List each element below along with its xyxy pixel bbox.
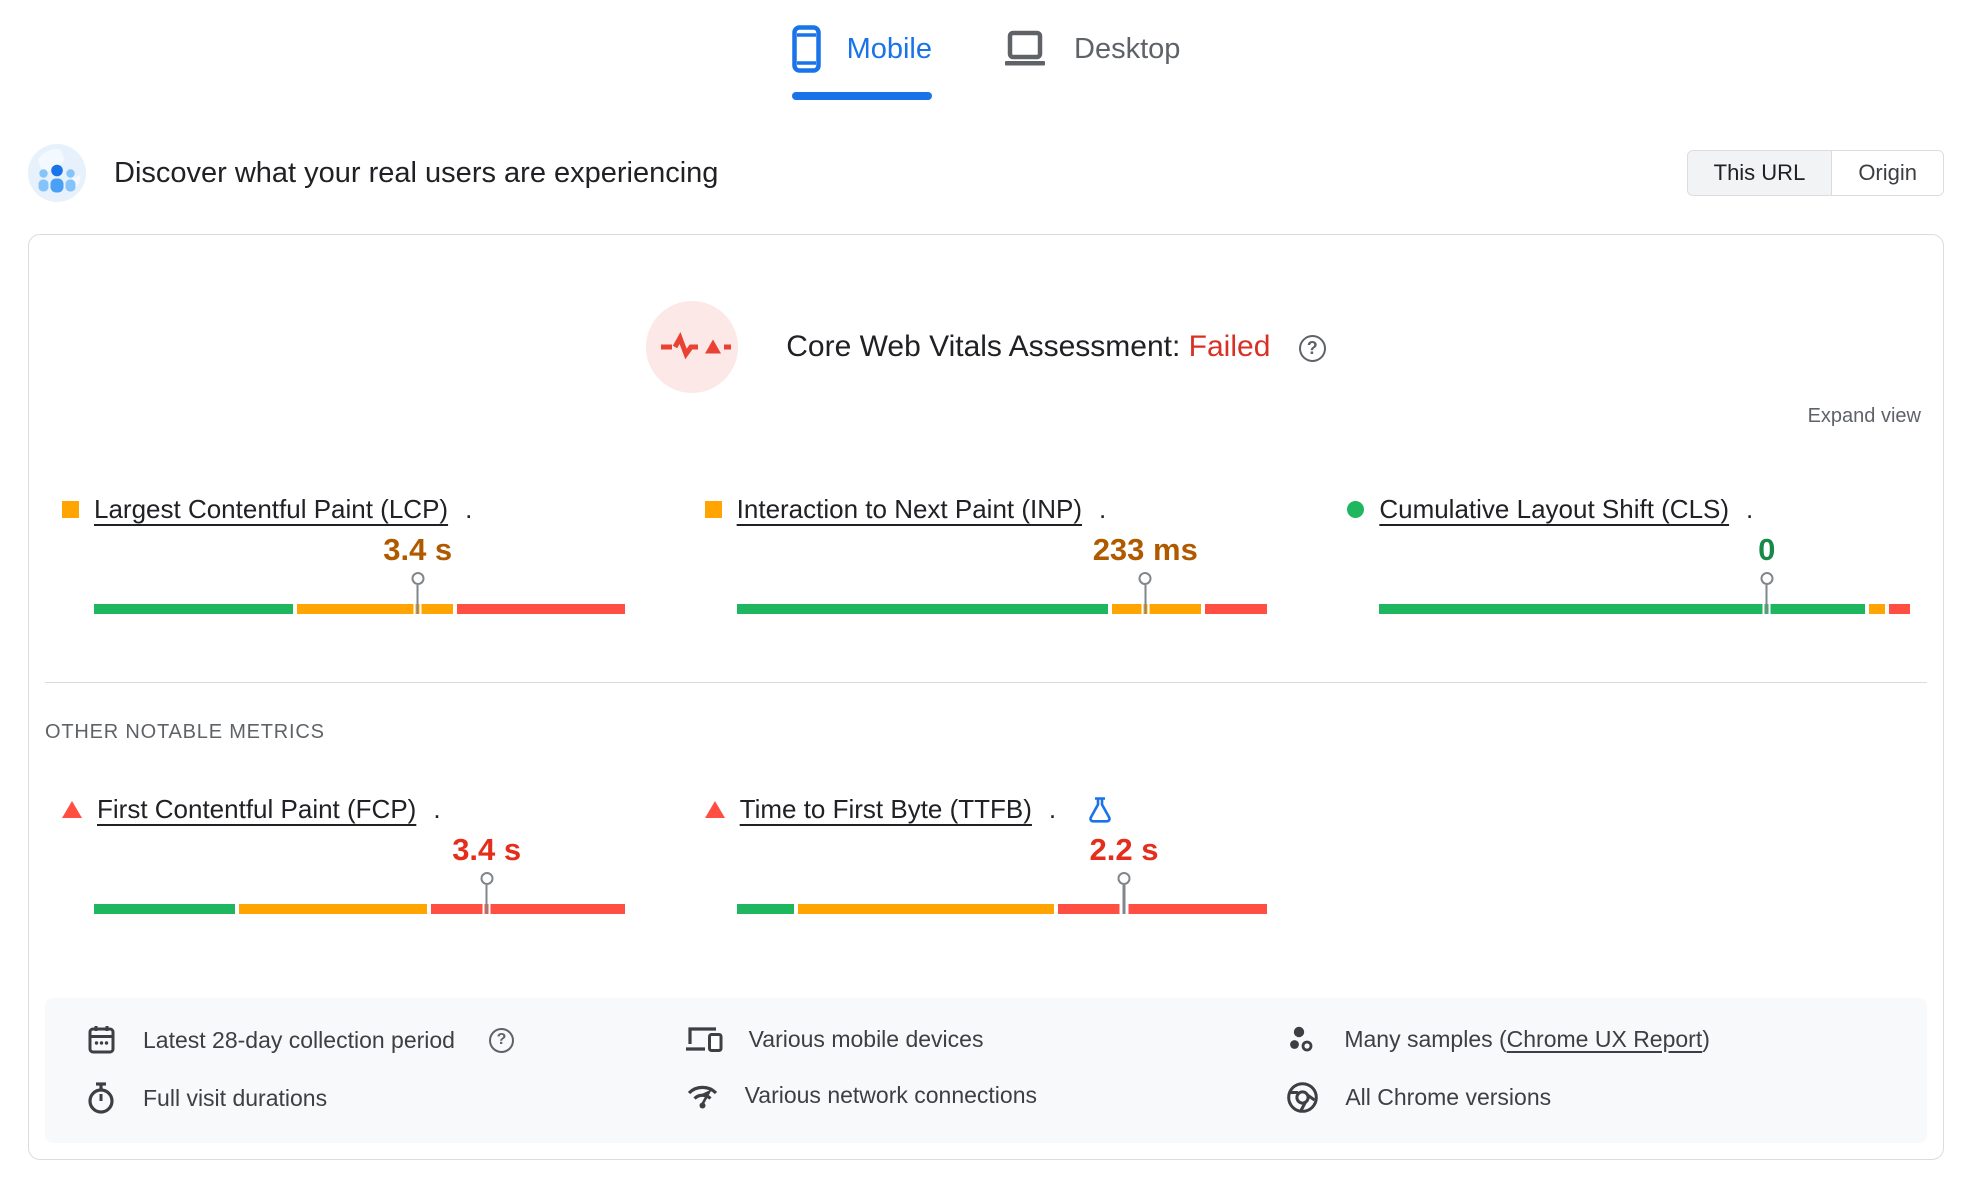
- calendar-icon: [85, 1024, 117, 1056]
- distribution-segment-poor: [1204, 604, 1268, 614]
- help-icon[interactable]: [488, 1027, 514, 1053]
- metric-value: 3.4 s: [383, 532, 453, 567]
- page-title: Discover what your real users are experi…: [114, 156, 719, 189]
- network-icon: [686, 1080, 719, 1110]
- collection-info-item: All Chrome versions: [1286, 1081, 1887, 1114]
- cwv-status-icon: [646, 301, 739, 393]
- p75-marker: [1138, 572, 1152, 614]
- assessment-status: Failed: [1188, 330, 1271, 363]
- p75-marker: [1117, 872, 1131, 914]
- metric-title-link[interactable]: Cumulative Layout Shift (CLS): [1379, 493, 1730, 524]
- tab-mobile[interactable]: Mobile: [791, 20, 933, 100]
- other-metrics-row: First Contentful Paint (FCP) . 3.4 s Tim…: [45, 792, 1927, 926]
- distribution-segment-good: [736, 604, 1108, 614]
- crux-users-icon: [28, 144, 86, 202]
- metric-card: First Contentful Paint (FCP) . 3.4 s: [62, 792, 625, 926]
- metric-title-suffix: .: [1048, 793, 1057, 824]
- assessment-header: Core Web Vitals Assessment: Failed: [45, 301, 1927, 393]
- metric-rating-bullet: [1347, 500, 1365, 518]
- metric-value: 233 ms: [1092, 532, 1198, 567]
- metric-title-suffix: .: [433, 793, 441, 824]
- metric-distribution-bar: [1379, 604, 1910, 614]
- distribution-segment-good: [736, 904, 795, 914]
- collection-info-band: Latest 28-day collection period Full vis…: [45, 998, 1927, 1143]
- metric-rating-bullet: [62, 500, 79, 518]
- metric-distribution-bar: [736, 904, 1268, 914]
- distribution-segment-good: [1379, 604, 1866, 614]
- chrome-ux-report-link[interactable]: Chrome UX Report: [1506, 1026, 1703, 1052]
- active-tab-indicator: [791, 92, 933, 100]
- collection-info-item: Various mobile devices: [685, 1024, 1287, 1054]
- distribution-segment-good: [94, 604, 293, 614]
- laptop-icon: [1002, 29, 1048, 69]
- metric-rating-bullet: [62, 800, 82, 818]
- collection-info-column: Various mobile devices Various network c…: [685, 1024, 1287, 1115]
- metric-rating-bullet: [704, 500, 722, 518]
- form-factor-tabs: Mobile Desktop: [0, 0, 1972, 100]
- metric-distribution-bar: [736, 604, 1268, 614]
- stopwatch-icon: [85, 1082, 117, 1115]
- section-divider: [45, 682, 1927, 683]
- metric-title-link[interactable]: Interaction to Next Paint (INP): [736, 493, 1083, 524]
- metric-title-suffix: .: [1099, 493, 1107, 524]
- p75-marker: [1760, 572, 1774, 614]
- metric-value: 0: [1758, 532, 1776, 567]
- collection-info-column: Latest 28-day collection period Full vis…: [85, 1024, 686, 1115]
- metric-distribution-bar: [94, 604, 625, 614]
- tab-desktop[interactable]: Desktop: [1002, 20, 1180, 100]
- metric-rating-bullet: [704, 800, 725, 818]
- toggle-option-origin[interactable]: Origin: [1831, 151, 1943, 195]
- distribution-segment-poor: [431, 904, 625, 914]
- metric-title-suffix: .: [465, 493, 473, 524]
- distribution-segment-needs-improvement: [1111, 604, 1201, 614]
- core-web-vitals-card: Core Web Vitals Assessment: Failed Expan…: [28, 234, 1944, 1160]
- metric-card: Largest Contentful Paint (LCP) . 3.4 s: [62, 492, 625, 626]
- metric-value: 3.4 s: [452, 832, 522, 867]
- expand-view-link[interactable]: Expand view: [1807, 405, 1921, 427]
- tab-desktop-label: Desktop: [1074, 32, 1181, 65]
- tab-mobile-label: Mobile: [846, 32, 933, 65]
- collection-info-item: Various network connections: [686, 1080, 1287, 1110]
- metric-value: 2.2 s: [1089, 832, 1159, 867]
- section-label-other-metrics: OTHER NOTABLE METRICS: [45, 721, 325, 743]
- help-icon[interactable]: [1298, 334, 1326, 362]
- field-data-header: Discover what your real users are experi…: [28, 144, 1944, 202]
- distribution-segment-good: [94, 904, 236, 914]
- collection-info-column: Many samples (Chrome UX Report) All Chro…: [1286, 1024, 1887, 1115]
- distribution-segment-needs-improvement: [798, 904, 1055, 914]
- metric-card: Time to First Byte (TTFB) . 2.2 s: [704, 792, 1268, 926]
- p75-marker: [480, 872, 494, 914]
- distribution-segment-poor: [1889, 604, 1910, 614]
- p75-marker: [411, 572, 425, 614]
- samples-icon: [1286, 1024, 1318, 1055]
- assessment-title: Core Web Vitals Assessment: Failed: [786, 330, 1326, 364]
- metric-title-link[interactable]: Largest Contentful Paint (LCP): [94, 493, 449, 524]
- distribution-segment-needs-improvement: [1869, 604, 1886, 614]
- distribution-segment-needs-improvement: [296, 604, 454, 614]
- metric-title-link[interactable]: First Contentful Paint (FCP): [97, 793, 417, 824]
- metric-card: Cumulative Layout Shift (CLS) . 0: [1347, 492, 1910, 626]
- collection-info-item: Many samples (Chrome UX Report): [1286, 1024, 1887, 1055]
- experimental-flask-icon[interactable]: [1087, 796, 1113, 823]
- collection-info-item: Latest 28-day collection period: [85, 1024, 686, 1056]
- devices-icon: [685, 1024, 723, 1054]
- toggle-option-this-url[interactable]: This URL: [1687, 151, 1832, 195]
- collection-info-item: Full visit durations: [85, 1082, 686, 1115]
- distribution-segment-poor: [1058, 904, 1268, 914]
- metric-title-suffix: .: [1746, 493, 1754, 524]
- metric-title-link[interactable]: Time to First Byte (TTFB): [739, 793, 1032, 824]
- metric-distribution-bar: [94, 904, 625, 914]
- distribution-segment-poor: [457, 604, 625, 614]
- distribution-segment-needs-improvement: [239, 904, 428, 914]
- chrome-icon: [1286, 1081, 1319, 1114]
- scope-toggle: This URL Origin: [1686, 150, 1944, 196]
- core-metrics-row: Largest Contentful Paint (LCP) . 3.4 s I…: [45, 492, 1927, 626]
- metric-card: Interaction to Next Paint (INP) . 233 ms: [704, 492, 1268, 626]
- phone-icon: [791, 25, 821, 73]
